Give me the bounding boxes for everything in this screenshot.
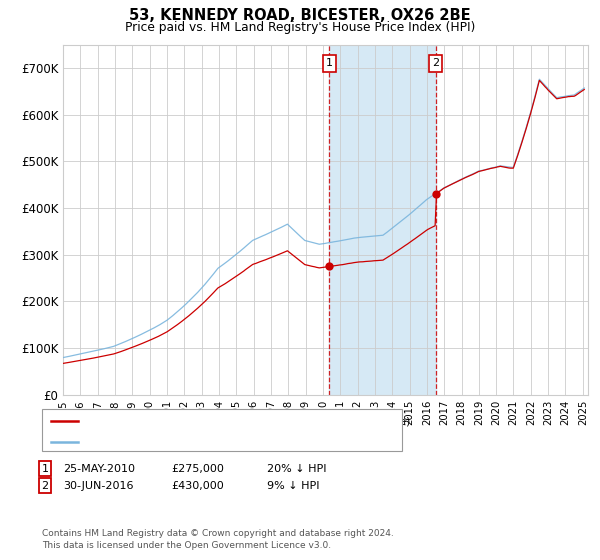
Text: 20% ↓ HPI: 20% ↓ HPI xyxy=(267,464,326,474)
Text: 2: 2 xyxy=(432,58,439,68)
Text: 53, KENNEDY ROAD, BICESTER, OX26 2BE (detached house): 53, KENNEDY ROAD, BICESTER, OX26 2BE (de… xyxy=(82,416,410,426)
Text: 1: 1 xyxy=(326,58,333,68)
Bar xyxy=(329,45,436,395)
Text: Price paid vs. HM Land Registry's House Price Index (HPI): Price paid vs. HM Land Registry's House … xyxy=(125,21,475,34)
Text: Contains HM Land Registry data © Crown copyright and database right 2024.
This d: Contains HM Land Registry data © Crown c… xyxy=(42,529,394,550)
Text: 25-MAY-2010: 25-MAY-2010 xyxy=(63,464,135,474)
Text: £430,000: £430,000 xyxy=(171,480,224,491)
Text: 1: 1 xyxy=(41,464,49,474)
Text: 53, KENNEDY ROAD, BICESTER, OX26 2BE: 53, KENNEDY ROAD, BICESTER, OX26 2BE xyxy=(129,8,471,24)
Text: £275,000: £275,000 xyxy=(171,464,224,474)
Text: 9% ↓ HPI: 9% ↓ HPI xyxy=(267,480,320,491)
Text: HPI: Average price, detached house, Cherwell: HPI: Average price, detached house, Cher… xyxy=(82,437,332,447)
Text: 30-JUN-2016: 30-JUN-2016 xyxy=(63,480,133,491)
Text: 2: 2 xyxy=(41,480,49,491)
